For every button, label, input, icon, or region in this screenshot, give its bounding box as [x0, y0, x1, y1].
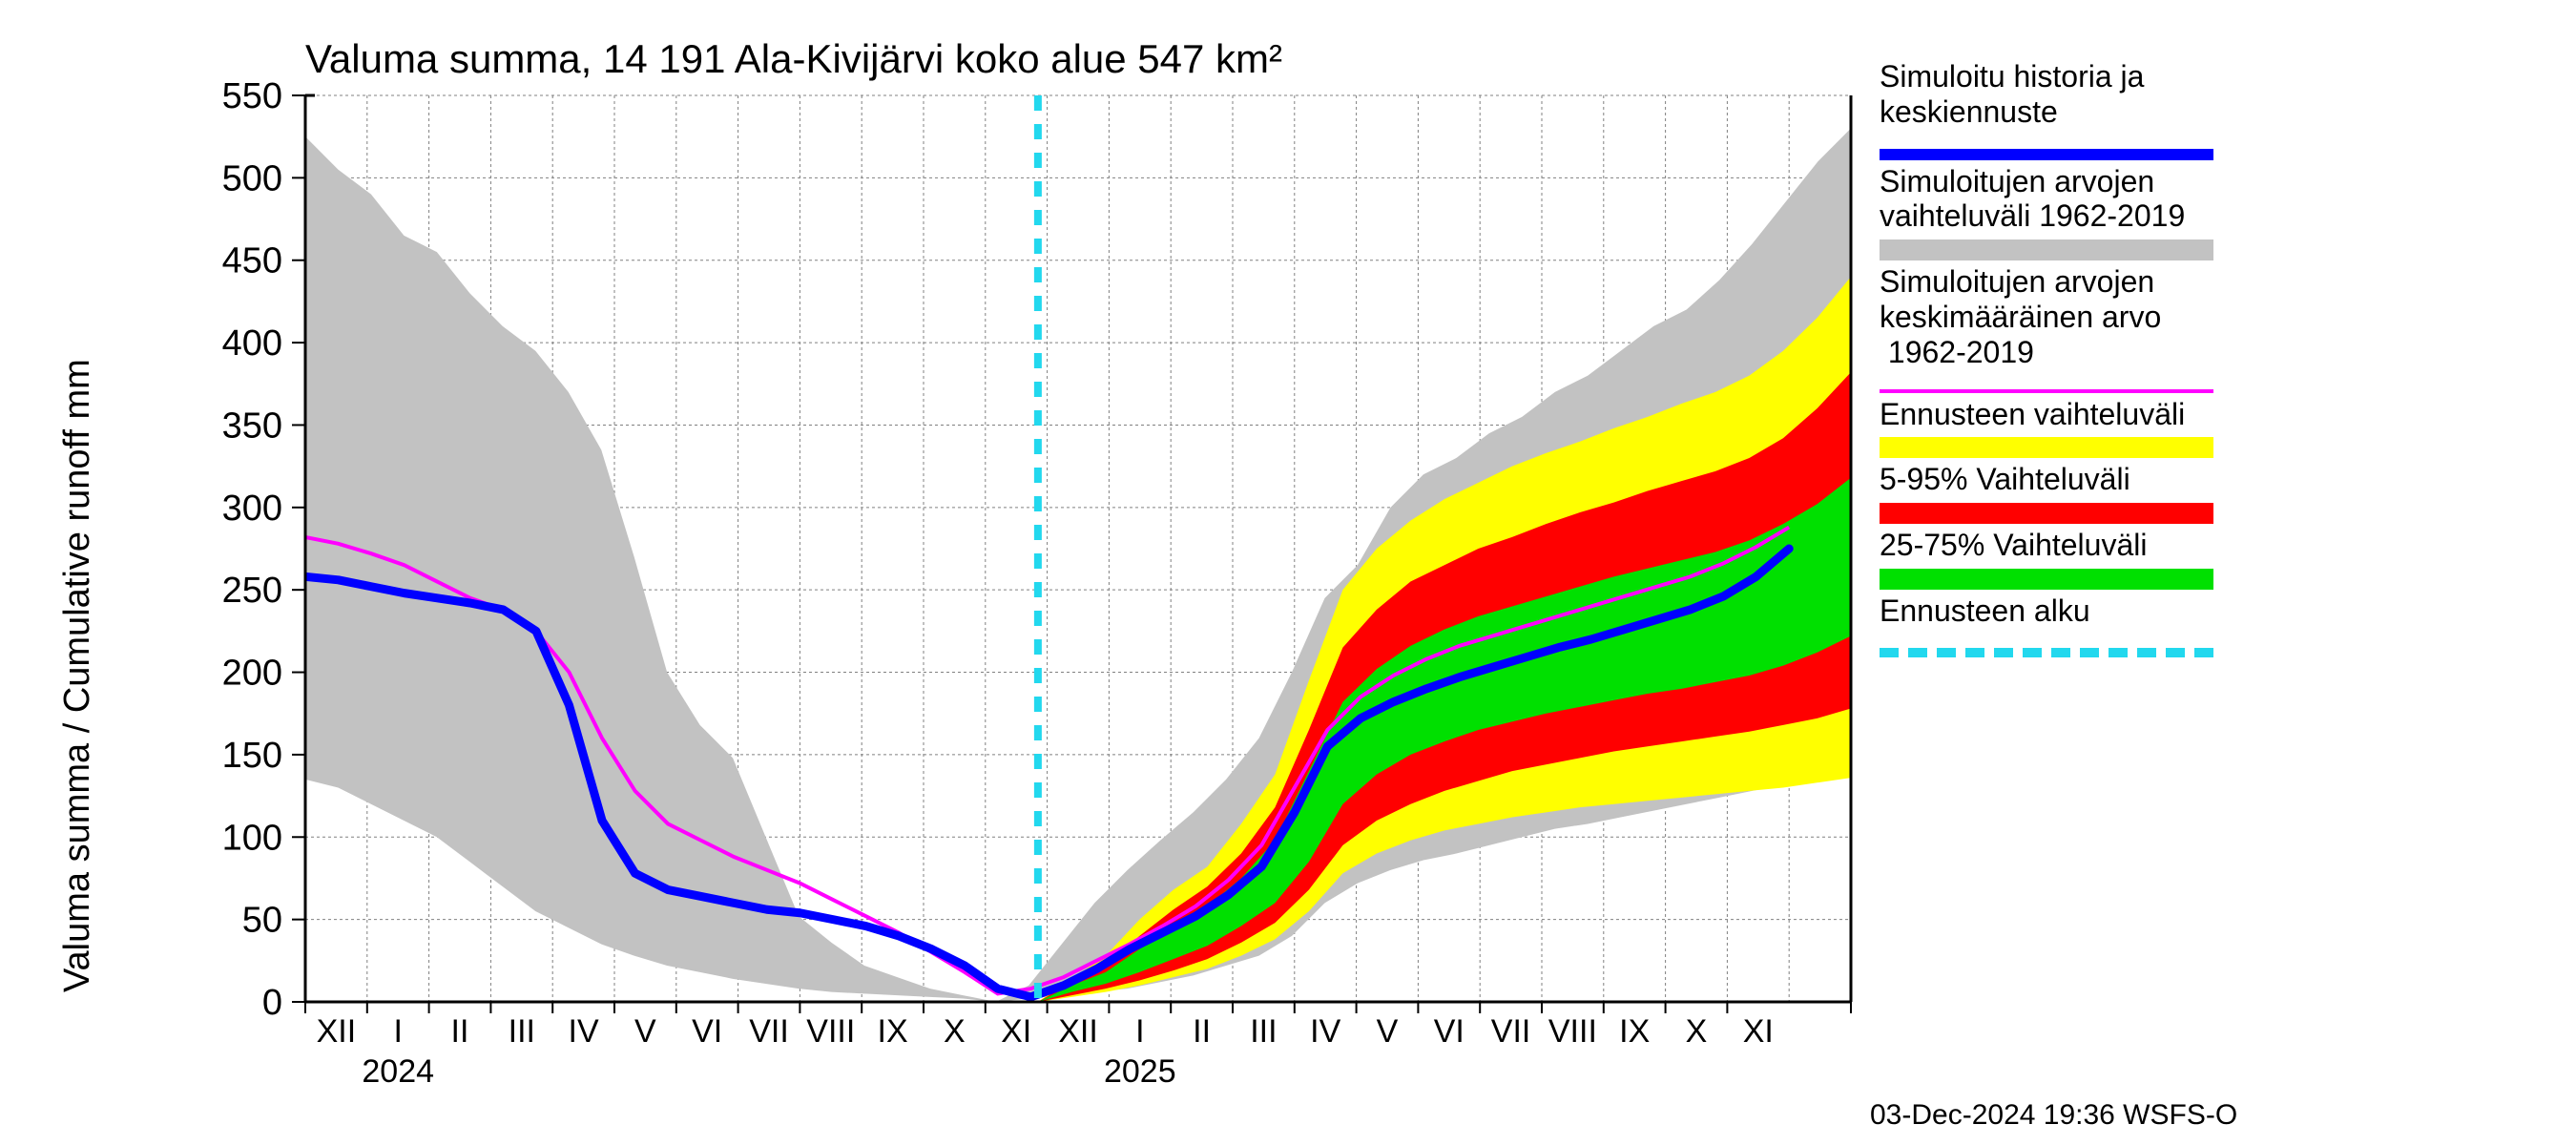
legend-item: Ennusteen alku — [1880, 593, 2233, 657]
legend: Simuloitu historia jakeskiennuste Simuloi… — [1880, 59, 2233, 661]
svg-text:2025: 2025 — [1104, 1053, 1176, 1090]
svg-text:400: 400 — [222, 323, 282, 364]
svg-text:IV: IV — [1310, 1013, 1340, 1050]
svg-text:II: II — [1193, 1013, 1211, 1050]
legend-item: 5-95% Vaihteluväli — [1880, 462, 2233, 524]
svg-text:IX: IX — [1619, 1013, 1650, 1050]
svg-text:2024: 2024 — [362, 1053, 434, 1090]
svg-text:VI: VI — [692, 1013, 722, 1050]
legend-item: Simuloitujen arvojenkeskimääräinen arvo … — [1880, 264, 2233, 392]
legend-item: Ennusteen vaihteluväli — [1880, 397, 2233, 459]
legend-label: Ennusteen vaihteluväli — [1880, 397, 2233, 432]
legend-label: Ennusteen alku — [1880, 593, 2233, 629]
legend-swatch — [1880, 635, 2213, 657]
legend-swatch — [1880, 569, 2213, 590]
svg-text:XII: XII — [1058, 1013, 1098, 1050]
legend-item: 25-75% Vaihteluväli — [1880, 528, 2233, 590]
legend-label: 5-95% Vaihteluväli — [1880, 462, 2233, 497]
legend-label: Simuloitujen arvojenvaihteluväli 1962-20… — [1880, 164, 2233, 235]
svg-text:550: 550 — [222, 76, 282, 116]
svg-text:300: 300 — [222, 489, 282, 529]
svg-text:50: 50 — [242, 901, 282, 941]
legend-label: 25-75% Vaihteluväli — [1880, 528, 2233, 563]
legend-swatch — [1880, 437, 2213, 458]
legend-item: Simuloitujen arvojenvaihteluväli 1962-20… — [1880, 164, 2233, 261]
svg-text:III: III — [509, 1013, 535, 1050]
svg-text:VIII: VIII — [1548, 1013, 1597, 1050]
svg-text:XII: XII — [317, 1013, 357, 1050]
svg-text:0: 0 — [262, 983, 282, 1023]
svg-text:450: 450 — [222, 241, 282, 281]
legend-swatch — [1880, 376, 2213, 393]
legend-label: Simuloitujen arvojenkeskimääräinen arvo … — [1880, 264, 2233, 369]
legend-swatch — [1880, 503, 2213, 524]
legend-swatch — [1880, 135, 2213, 160]
svg-text:XI: XI — [1001, 1013, 1031, 1050]
svg-text:I: I — [393, 1013, 402, 1050]
svg-text:VII: VII — [749, 1013, 789, 1050]
svg-text:II: II — [451, 1013, 469, 1050]
svg-text:350: 350 — [222, 406, 282, 446]
legend-swatch — [1880, 239, 2213, 260]
svg-text:III: III — [1250, 1013, 1277, 1050]
legend-item: Simuloitu historia jakeskiennuste — [1880, 59, 2233, 160]
svg-text:250: 250 — [222, 571, 282, 611]
svg-text:500: 500 — [222, 158, 282, 198]
svg-text:VII: VII — [1491, 1013, 1531, 1050]
svg-text:IX: IX — [878, 1013, 908, 1050]
svg-text:XI: XI — [1743, 1013, 1774, 1050]
svg-text:150: 150 — [222, 736, 282, 776]
legend-label: Simuloitu historia jakeskiennuste — [1880, 59, 2233, 130]
svg-text:V: V — [1377, 1013, 1399, 1050]
svg-text:100: 100 — [222, 818, 282, 858]
svg-text:I: I — [1135, 1013, 1144, 1050]
svg-text:IV: IV — [569, 1013, 599, 1050]
svg-text:X: X — [944, 1013, 966, 1050]
svg-text:V: V — [634, 1013, 656, 1050]
svg-text:VI: VI — [1434, 1013, 1465, 1050]
svg-text:VIII: VIII — [806, 1013, 855, 1050]
footer-timestamp: 03-Dec-2024 19:36 WSFS-O — [1870, 1099, 2237, 1132]
svg-text:200: 200 — [222, 654, 282, 694]
svg-text:X: X — [1686, 1013, 1708, 1050]
